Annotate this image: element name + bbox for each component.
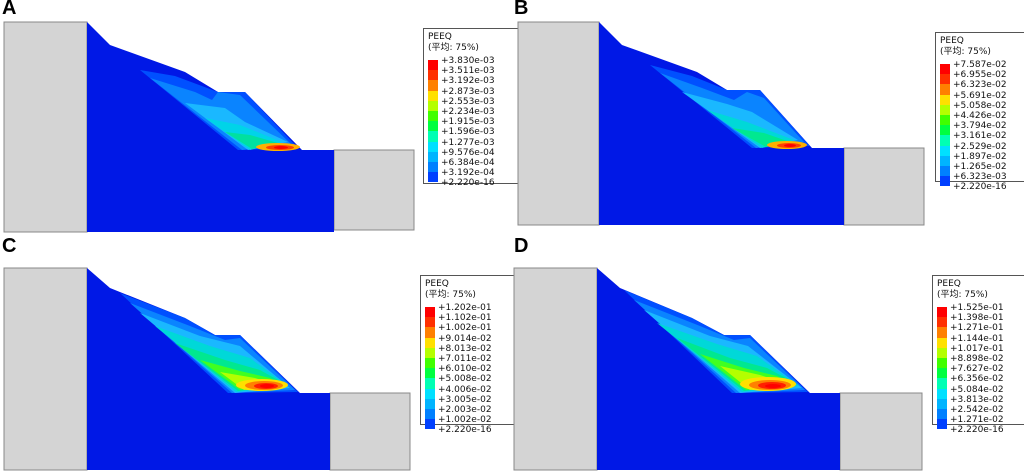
legend-value: +2.553e-03 bbox=[441, 96, 495, 107]
legend-value: +7.627e-02 bbox=[950, 364, 1004, 375]
slope-model bbox=[3, 21, 415, 233]
slope-model bbox=[3, 267, 411, 471]
legend-scale: +3.830e-03 +3.511e-03 +3.192e-03 +2.873e… bbox=[428, 56, 514, 188]
legend-value: +1.596e-03 bbox=[441, 127, 495, 138]
slope-model bbox=[513, 267, 923, 471]
legend-value: +9.576e-04 bbox=[441, 147, 495, 158]
legend-value: +1.202e-01 bbox=[438, 303, 492, 313]
legend-title: PEEQ bbox=[425, 279, 449, 289]
legend-value: +1.271e-02 bbox=[950, 415, 1004, 426]
legend: PEEQ (平均: 75%) +3.830e-03 +3.511e-03 +3.… bbox=[423, 28, 519, 188]
legend-value: +1.102e-01 bbox=[438, 313, 492, 324]
legend-value: +2.220e-16 bbox=[441, 178, 495, 189]
legend-subtitle: (平均: 75%) bbox=[428, 43, 479, 53]
legend-value: +2.220e-16 bbox=[953, 182, 1007, 193]
legend-value: +5.084e-02 bbox=[950, 384, 1004, 395]
legend-value: +2.234e-03 bbox=[441, 106, 495, 117]
legend-subtitle: (平均: 75%) bbox=[937, 290, 988, 300]
legend-value: +1.144e-01 bbox=[950, 333, 1004, 344]
legend-value: +3.511e-03 bbox=[441, 66, 495, 77]
legend-scale: +7.587e-02 +6.955e-02 +6.323e-02 +5.691e… bbox=[940, 60, 1024, 192]
legend-value: +6.384e-04 bbox=[441, 157, 495, 168]
left-rock-block bbox=[3, 267, 88, 471]
legend-scale: +1.525e-01 +1.398e-01 +1.271e-01 +1.144e… bbox=[937, 303, 1023, 435]
legend: PEEQ (平均: 75%) +7.587e-02 +6.955e-02 +6.… bbox=[935, 32, 1024, 192]
strain-contours bbox=[140, 70, 300, 151]
legend-value: +3.161e-02 bbox=[953, 131, 1007, 142]
legend-value: +3.794e-02 bbox=[953, 121, 1007, 132]
legend-value: +7.587e-02 bbox=[953, 60, 1007, 70]
panel-a: A PEEQ (平均: 75%) +3.830e-03 +3.511e-03 +… bbox=[0, 0, 519, 237]
strain-contours bbox=[624, 290, 808, 393]
legend-title: PEEQ bbox=[940, 36, 964, 46]
panel-c: C PEEQ (平均: 75%) +1.202e-01 +1.102e-01 +… bbox=[0, 235, 516, 475]
right-rock-block bbox=[329, 392, 411, 471]
legend-value: +8.898e-02 bbox=[950, 353, 1004, 364]
legend-value: +6.955e-02 bbox=[953, 70, 1007, 81]
legend-value: +1.277e-03 bbox=[441, 137, 495, 148]
legend-value: +2.542e-02 bbox=[950, 404, 1004, 415]
panel-label: D bbox=[514, 235, 529, 257]
right-rock-block bbox=[333, 149, 415, 231]
legend-value: +6.323e-02 bbox=[953, 80, 1007, 91]
left-rock-block bbox=[513, 267, 598, 471]
legend-title: PEEQ bbox=[937, 279, 961, 289]
right-rock-block bbox=[843, 147, 925, 226]
legend-value: +1.265e-02 bbox=[953, 161, 1007, 172]
legend-value: +2.873e-03 bbox=[441, 86, 495, 97]
legend-value: +6.010e-02 bbox=[438, 364, 492, 375]
panel-label: A bbox=[2, 0, 17, 19]
right-rock-block bbox=[839, 392, 923, 471]
left-rock-block bbox=[517, 21, 600, 226]
strain-contours bbox=[650, 65, 810, 149]
panel-label: C bbox=[2, 235, 17, 257]
legend-value: +2.220e-16 bbox=[438, 425, 492, 436]
legend-value: +4.426e-02 bbox=[953, 110, 1007, 121]
legend-value: +3.005e-02 bbox=[438, 394, 492, 405]
legend-value: +1.525e-01 bbox=[950, 303, 1004, 313]
legend-value: +7.011e-02 bbox=[438, 353, 492, 364]
legend-value: +8.013e-02 bbox=[438, 343, 492, 354]
strain-contours bbox=[120, 293, 298, 393]
legend-subtitle: (平均: 75%) bbox=[940, 47, 991, 57]
legend-scale: +1.202e-01 +1.102e-01 +1.002e-01 +9.014e… bbox=[425, 303, 511, 435]
panel-d: D PEEQ (平均: 75%) +1.525e-01 +1.398e-01 +… bbox=[512, 235, 1024, 475]
legend-value: +3.192e-03 bbox=[441, 76, 495, 87]
legend-value: +6.356e-02 bbox=[950, 374, 1004, 385]
panel-b: B PEEQ (平均: 75%) +7.587e-02 +6.955e-02 +… bbox=[512, 0, 1024, 237]
legend-value: +3.830e-03 bbox=[441, 56, 495, 66]
legend-value: +1.271e-01 bbox=[950, 323, 1004, 334]
legend-value: +2.003e-02 bbox=[438, 404, 492, 415]
legend-value: +1.915e-03 bbox=[441, 117, 495, 128]
left-rock-block bbox=[3, 21, 88, 233]
panel-label: B bbox=[514, 0, 529, 19]
legend-value: +1.398e-01 bbox=[950, 313, 1004, 324]
legend-subtitle: (平均: 75%) bbox=[425, 290, 476, 300]
legend-value: +5.691e-02 bbox=[953, 90, 1007, 101]
legend-value: +5.058e-02 bbox=[953, 100, 1007, 111]
legend-value: +4.006e-02 bbox=[438, 384, 492, 395]
legend-value: +5.008e-02 bbox=[438, 374, 492, 385]
legend-value: +3.192e-04 bbox=[441, 168, 495, 179]
legend-value: +6.323e-03 bbox=[953, 172, 1007, 183]
legend: PEEQ (平均: 75%) +1.525e-01 +1.398e-01 +1.… bbox=[932, 275, 1024, 435]
legend-value: +1.897e-02 bbox=[953, 151, 1007, 162]
legend-value: +1.002e-01 bbox=[438, 323, 492, 334]
legend-value: +1.017e-01 bbox=[950, 343, 1004, 354]
legend-title: PEEQ bbox=[428, 32, 452, 42]
legend-value: +2.529e-02 bbox=[953, 141, 1007, 152]
legend-value: +9.014e-02 bbox=[438, 333, 492, 344]
legend-value: +2.220e-16 bbox=[950, 425, 1004, 436]
legend: PEEQ (平均: 75%) +1.202e-01 +1.102e-01 +1.… bbox=[420, 275, 516, 435]
slope-body bbox=[599, 22, 844, 225]
legend-value: +1.002e-02 bbox=[438, 415, 492, 426]
slope-model bbox=[517, 21, 925, 226]
legend-value: +3.813e-02 bbox=[950, 394, 1004, 405]
